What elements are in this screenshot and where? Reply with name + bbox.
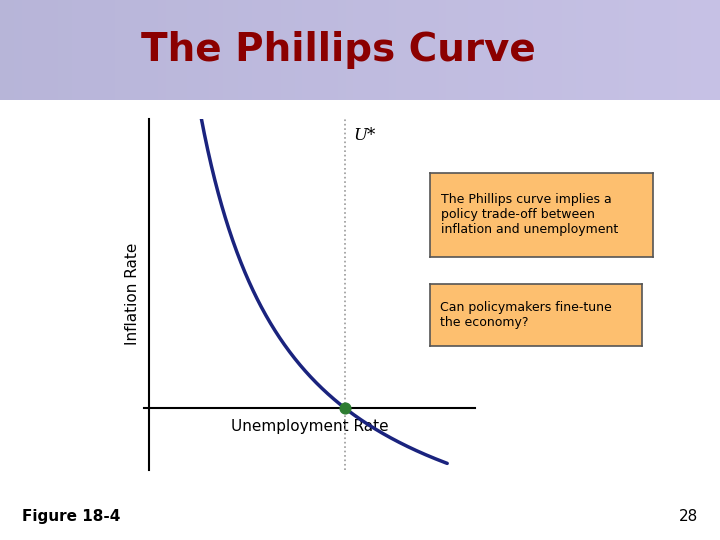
Text: 28: 28 <box>679 509 698 524</box>
Point <box>339 403 351 412</box>
Text: U*: U* <box>354 127 377 144</box>
Text: Figure 18-4: Figure 18-4 <box>22 509 120 524</box>
Text: The Phillips curve implies a
policy trade-off between
inflation and unemployment: The Phillips curve implies a policy trad… <box>441 193 618 236</box>
Text: The Phillips Curve: The Phillips Curve <box>141 31 536 69</box>
Y-axis label: Inflation Rate: Inflation Rate <box>125 243 140 346</box>
X-axis label: Unemployment Rate: Unemployment Rate <box>231 419 388 434</box>
Text: Can policymakers fine-tune
the economy?: Can policymakers fine-tune the economy? <box>441 301 612 328</box>
